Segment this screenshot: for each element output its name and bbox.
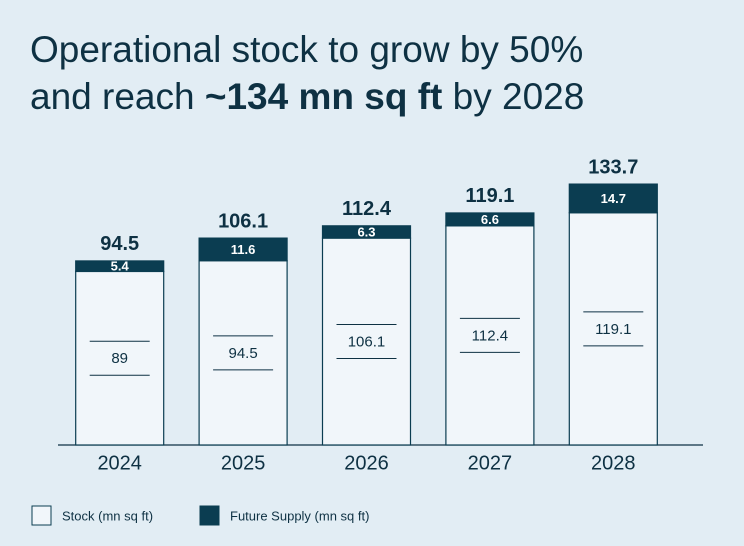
stock-label: 112.4 xyxy=(472,327,508,344)
x-tick-label: 2028 xyxy=(591,452,636,474)
stock-bar xyxy=(75,270,165,446)
supply-label: 5.4 xyxy=(111,259,130,274)
title-line: and reach ~134 mn sq ft by 2028 xyxy=(30,73,584,120)
supply-label: 14.7 xyxy=(601,191,626,206)
stock-bar xyxy=(321,237,412,446)
x-tick-label: 2027 xyxy=(468,452,513,474)
supply-label: 6.6 xyxy=(481,212,499,227)
supply-bar xyxy=(321,225,412,239)
stock-bar xyxy=(445,225,535,446)
total-label: 94.5 xyxy=(100,233,139,255)
total-label: 112.4 xyxy=(342,198,392,220)
stock-label: 94.5 xyxy=(228,345,257,362)
legend-swatch xyxy=(199,505,220,526)
stock-label: 89 xyxy=(111,350,128,367)
supply-bar xyxy=(445,212,535,227)
stock-label: 106.1 xyxy=(348,334,386,351)
stock-bar xyxy=(568,212,658,446)
chart-title: Operational stock to grow by 50% and rea… xyxy=(30,26,584,120)
total-label: 119.1 xyxy=(465,185,514,207)
x-tick-label: 2025 xyxy=(221,452,266,474)
supply-bar xyxy=(75,260,165,273)
title-part: and reach xyxy=(30,76,195,117)
legend-label: Future Supply (mn sq ft) xyxy=(230,508,369,523)
supply-bar xyxy=(568,183,658,214)
stock-bar xyxy=(198,260,288,446)
total-label: 133.7 xyxy=(588,156,638,178)
title-line: Operational stock to grow by 50% xyxy=(30,29,584,70)
legend-label: Stock (mn sq ft) xyxy=(62,508,153,523)
total-label: 106.1 xyxy=(218,210,268,232)
supply-label: 11.6 xyxy=(231,242,256,257)
stock-label: 119.1 xyxy=(595,321,631,338)
legend-swatch xyxy=(31,505,52,526)
title-part: by 2028 xyxy=(452,76,585,117)
supply-label: 6.3 xyxy=(357,224,375,239)
x-tick-label: 2024 xyxy=(97,452,142,474)
title-bold: ~134 mn sq ft xyxy=(204,76,443,117)
x-tick-label: 2026 xyxy=(344,452,389,474)
supply-bar xyxy=(198,237,288,262)
